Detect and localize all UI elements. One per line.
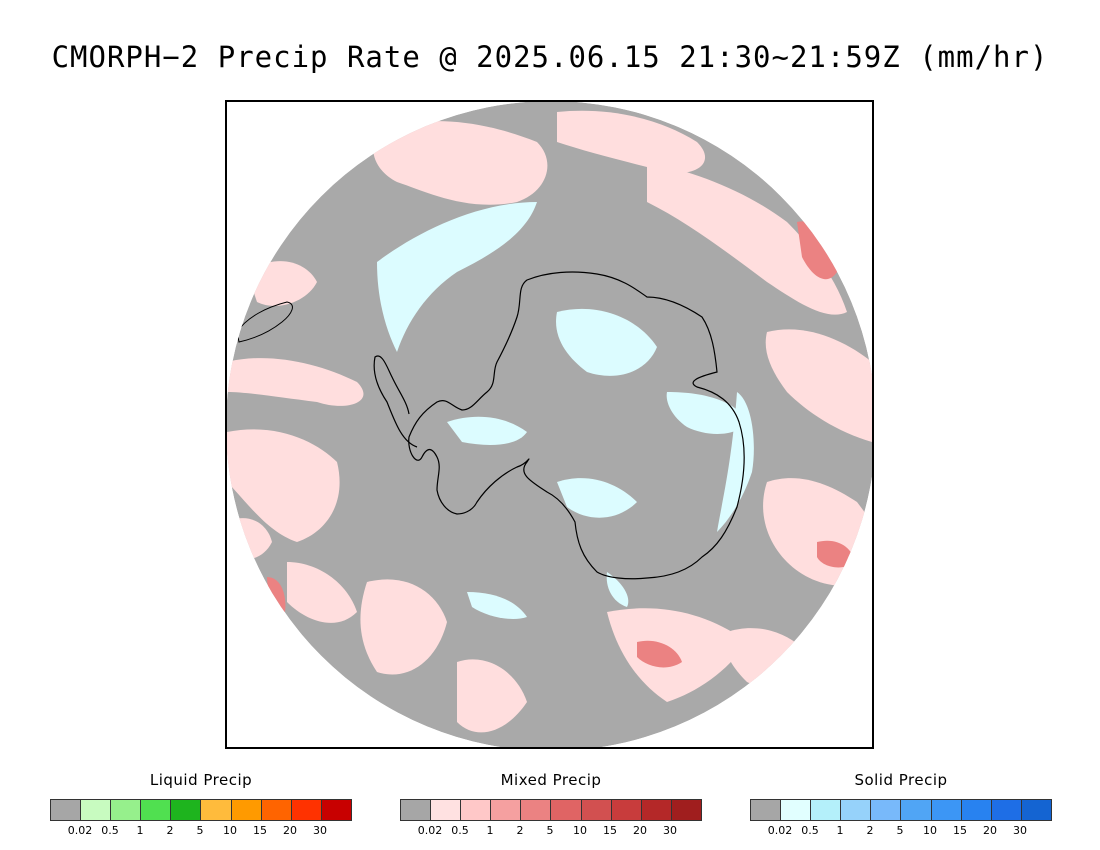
legend-tick-label: 0.5 [801,824,819,837]
legend-tick-label: 20 [633,824,647,837]
legend-tick-label: 2 [166,824,174,837]
legend-title: Mixed Precip [500,771,602,789]
chart-title: CMORPH−2 Precip Rate @ 2025.06.15 21:30~… [51,40,1049,74]
color-bar [400,799,702,821]
legend-tick-label: 0.02 [417,824,443,837]
legend-title: Liquid Precip [149,771,253,789]
legend-swatch [811,800,842,820]
legend-solid: Solid Precip 0.02 0.5 1 2 5 10 15 20 30 [750,770,1052,838]
legend-swatch [461,800,492,820]
legend-tick-label: 1 [836,824,844,837]
legend-mixed: Mixed Precip 0.02 0.5 1 2 5 10 15 20 30 [400,770,702,838]
legend-swatch [401,800,432,820]
tick-labels: 0.02 0.5 1 2 5 10 15 20 30 [400,824,702,838]
legend-tick-label: 5 [196,824,204,837]
legend-swatch [641,800,672,820]
legend-swatch [171,800,202,820]
legend-tick-label: 0.02 [67,824,93,837]
legend-tick-label: 30 [1013,824,1027,837]
legend-swatch [1021,800,1051,820]
legend-swatch [551,800,582,820]
legend-swatch [931,800,962,820]
legend-swatch [491,800,522,820]
antarctica-coastline [408,271,745,580]
legend-title: Solid Precip [854,771,948,789]
legend-swatch [671,800,701,820]
legend-swatch [321,800,351,820]
legend-tick-label: 0.5 [101,824,119,837]
mixed-precip-areas [227,110,872,733]
legend-swatch [841,800,872,820]
color-bar [750,799,1052,821]
legend-tick-label: 15 [253,824,267,837]
south-america-tip [236,301,293,343]
legend-swatch [81,800,112,820]
antarctic-peninsula [373,355,418,448]
legend-tick-label: 15 [603,824,617,837]
legend-tick-label: 5 [896,824,904,837]
legend-swatch [991,800,1022,820]
legend-tick-label: 30 [663,824,677,837]
legend-tick-label: 15 [953,824,967,837]
legend-liquid: Liquid Precip 0.02 0.5 1 2 5 10 15 20 30 [50,770,352,838]
precip-map [227,102,872,747]
legend-swatch [291,800,322,820]
mixed-precip-heavy [267,221,855,668]
legend-swatch [581,800,612,820]
legend-swatch [751,800,782,820]
legend-tick-label: 2 [516,824,524,837]
tick-labels: 0.02 0.5 1 2 5 10 15 20 30 [750,824,1052,838]
legend-tick-label: 0.5 [451,824,469,837]
legend-swatch [141,800,172,820]
legend-swatch [521,800,552,820]
legend-swatch [781,800,812,820]
legend-tick-label: 20 [983,824,997,837]
legend-swatch [261,800,292,820]
legend-tick-label: 1 [136,824,144,837]
legend-swatch [51,800,82,820]
legend-tick-label: 5 [546,824,554,837]
legend-swatch [871,800,902,820]
legend-tick-label: 1 [486,824,494,837]
legend-swatch [901,800,932,820]
solid-precip-areas [377,202,754,619]
legend-tick-label: 2 [866,824,874,837]
legend-tick-label: 20 [283,824,297,837]
color-bar [50,799,352,821]
legend-swatch [111,800,142,820]
legend-tick-label: 10 [923,824,937,837]
legend-swatch [431,800,462,820]
map-panel [225,100,874,749]
legend-tick-label: 0.02 [767,824,793,837]
tick-labels: 0.02 0.5 1 2 5 10 15 20 30 [50,824,352,838]
legend-swatch [611,800,642,820]
legend-tick-label: 10 [573,824,587,837]
legend-swatch [231,800,262,820]
legend-tick-label: 10 [223,824,237,837]
legend-swatch [961,800,992,820]
legend-swatch [201,800,232,820]
legend-tick-label: 30 [313,824,327,837]
